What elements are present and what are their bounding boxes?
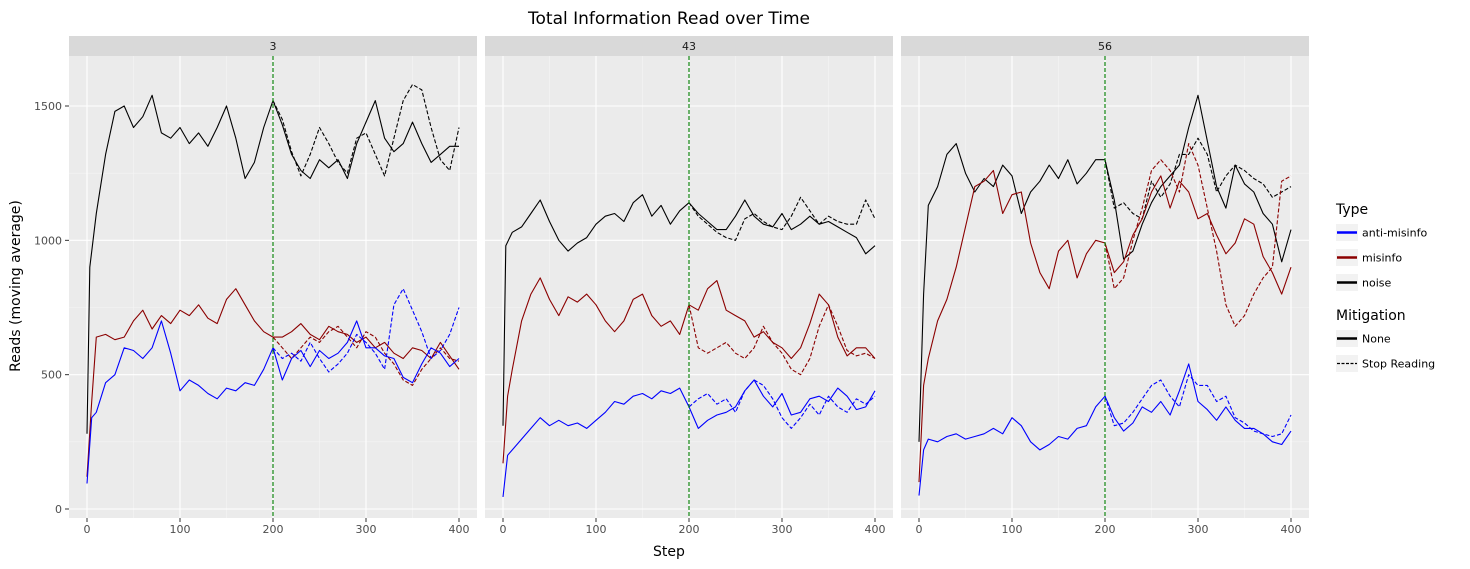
series-line-anti-misinfo-none bbox=[918, 363, 1292, 496]
series-line-misinfo-stop-reading bbox=[272, 325, 460, 386]
y-tick-label: 1000 bbox=[34, 234, 62, 247]
panel-56: 56 0 100 200 300 400 bbox=[901, 36, 1309, 536]
series-line-anti-misinfo-none bbox=[86, 320, 460, 484]
series-line-misinfo-stop-reading bbox=[688, 304, 876, 376]
series-line-anti-misinfo-none bbox=[502, 379, 876, 497]
x-tick-label: 200 bbox=[679, 523, 700, 536]
legend-label-mitigation: Stop Reading bbox=[1362, 358, 1435, 371]
series-line-noise-stop-reading bbox=[688, 196, 876, 241]
y-axis-title: Reads (moving average) bbox=[8, 200, 24, 372]
panel-strip bbox=[485, 36, 893, 56]
legend-type-title: Type bbox=[1335, 202, 1368, 218]
chart-title: Total Information Read over Time bbox=[527, 9, 810, 29]
legend-label-misinfo: misinfo bbox=[1362, 252, 1402, 265]
panel-strip bbox=[69, 36, 477, 56]
x-tick-label: 100 bbox=[1002, 523, 1023, 536]
x-tick-label: 400 bbox=[1281, 523, 1302, 536]
x-tick-label: 300 bbox=[772, 523, 793, 536]
x-tick-label: 100 bbox=[586, 523, 607, 536]
legend-label-anti-misinfo: anti-misinfo bbox=[1362, 227, 1427, 240]
series-line-misinfo-none bbox=[502, 277, 876, 464]
panel-strip-label: 56 bbox=[1098, 40, 1112, 53]
x-tick-label: 0 bbox=[500, 523, 507, 536]
series-line-noise-none bbox=[502, 194, 876, 426]
series-line-anti-misinfo-stop-reading bbox=[1104, 374, 1292, 438]
series-line-noise-stop-reading bbox=[1104, 137, 1292, 220]
series-line-anti-misinfo-stop-reading bbox=[272, 288, 460, 373]
x-tick-label: 200 bbox=[263, 523, 284, 536]
x-tick-label: 200 bbox=[1095, 523, 1116, 536]
x-tick-label: 400 bbox=[865, 523, 886, 536]
x-tick-label: 0 bbox=[84, 523, 91, 536]
legend-mitigation-title: Mitigation bbox=[1336, 308, 1406, 324]
panel-43: 43 0 100 200 300 400 bbox=[485, 36, 893, 536]
panel-3: 3 0 100 200 300 400 0 500 1000 1500 bbox=[34, 36, 477, 536]
y-tick-label: 1500 bbox=[34, 100, 62, 113]
x-tick-label: 100 bbox=[170, 523, 191, 536]
legend: Type Mitigation anti-misinfo misinfo noise… bbox=[1335, 202, 1435, 372]
y-tick-label: 0 bbox=[55, 503, 62, 516]
legend-label-noise: noise bbox=[1362, 277, 1391, 290]
x-tick-label: 300 bbox=[356, 523, 377, 536]
series-line-misinfo-none bbox=[86, 288, 460, 477]
series-line-noise-none bbox=[86, 94, 459, 434]
x-axis-title: Step bbox=[653, 544, 685, 560]
panel-strip-label: 43 bbox=[682, 40, 696, 53]
legend-label-mitigation: None bbox=[1362, 333, 1391, 346]
series-line-anti-misinfo-stop-reading bbox=[688, 379, 876, 429]
x-tick-label: 300 bbox=[1188, 523, 1209, 536]
panel-strip bbox=[901, 36, 1309, 56]
series-line-noise-none bbox=[918, 94, 1292, 442]
panel-strip-label: 3 bbox=[270, 40, 277, 53]
series-line-misinfo-none bbox=[918, 169, 1292, 483]
series-line-misinfo-stop-reading bbox=[1104, 143, 1292, 327]
x-tick-label: 400 bbox=[449, 523, 470, 536]
y-tick-label: 500 bbox=[41, 369, 62, 382]
x-tick-label: 0 bbox=[916, 523, 923, 536]
